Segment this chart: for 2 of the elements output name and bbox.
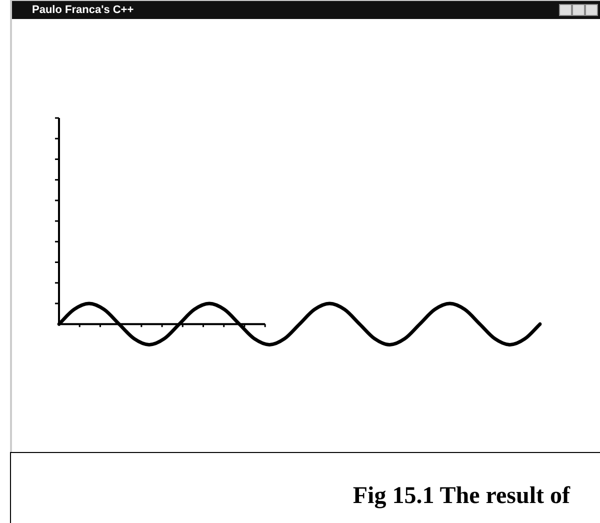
caption: Fig 15.1 The result of [352,483,570,510]
chart-title: Paulo Franca's C++ [32,4,134,16]
